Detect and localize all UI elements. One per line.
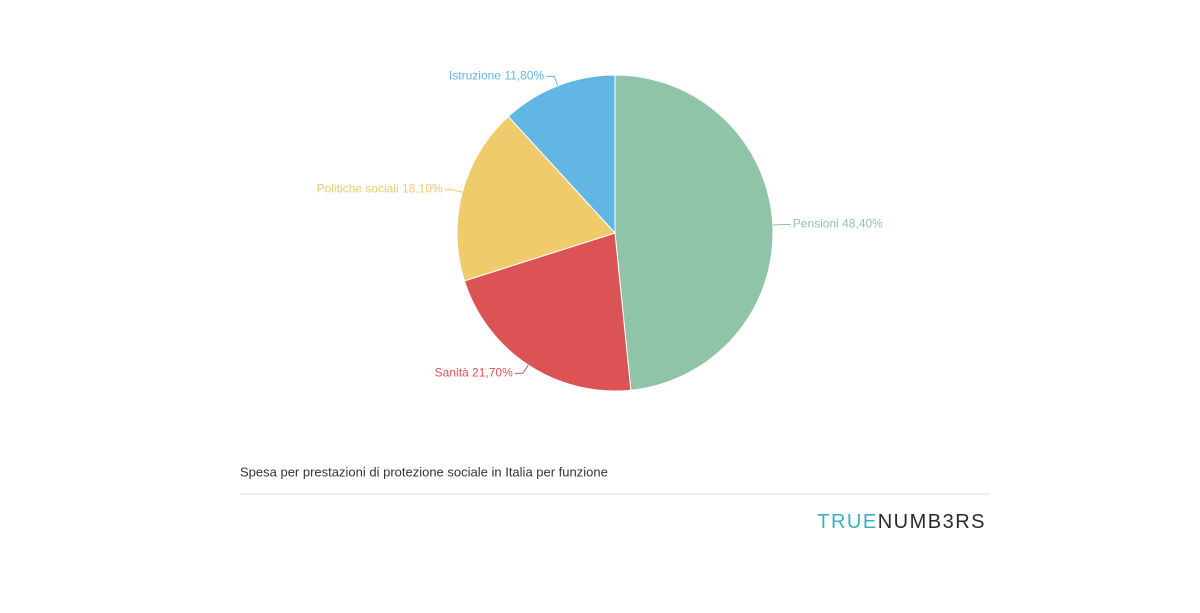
pie-slice: [614, 74, 774, 391]
leader-line: [772, 224, 791, 226]
slice-label: Istruzione 11,80%: [449, 69, 545, 83]
chart-title: Spesa per prestazioni di protezione soci…: [240, 464, 608, 479]
pie-slice: [463, 232, 632, 392]
slice-label: Pensioni 48,40%: [793, 217, 883, 231]
leader-line: [444, 189, 463, 193]
slice-value: 21,70%: [472, 366, 513, 380]
slice-label: Sanità 21,70%: [435, 366, 513, 380]
slice-name: Sanità: [435, 366, 469, 380]
slice-name: Istruzione: [449, 69, 501, 83]
brand: TRUENUMB3RS: [817, 511, 986, 533]
slice-value: 18,10%: [402, 182, 443, 196]
slice-value: 48,40%: [842, 217, 883, 231]
leader-line: [546, 75, 559, 86]
slice-name: Pensioni: [793, 217, 839, 231]
slice-value: 11,80%: [504, 69, 544, 83]
slice-name: Politiche sociali: [317, 182, 399, 196]
brand-second: NUMB3RS: [878, 511, 986, 533]
leader-line: [514, 364, 529, 374]
slice-label: Politiche sociali 18,10%: [317, 182, 443, 196]
brand-first: TRUE: [817, 511, 877, 533]
